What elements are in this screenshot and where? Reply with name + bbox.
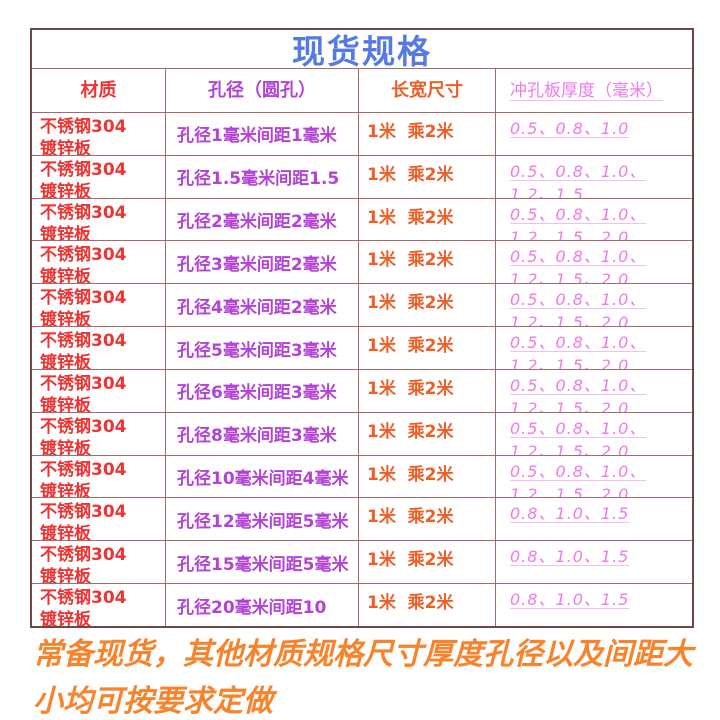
material-cell: 不锈钢304 镀锌板 (32, 368, 165, 412)
thickness-cell: 0.5、0.8、1.0、1.2、1.5、2.0 (495, 197, 692, 241)
material-cell: 不锈钢304 镀锌板 (32, 154, 165, 198)
size-cell: 1米 乘2米 (358, 411, 495, 455)
column-header-hole-diameter: 孔径（圆孔） (165, 68, 358, 112)
thickness-cell: 0.8、1.0、1.5 (495, 583, 692, 626)
size-cell: 1米 乘2米 (358, 240, 495, 284)
size-cell: 1米 乘2米 (358, 540, 495, 584)
size-cell: 1米 乘2米 (358, 197, 495, 241)
material-cell: 不锈钢304 镀锌板 (32, 240, 165, 283)
material-cell: 不锈钢304 镀锌板 (32, 540, 165, 583)
thickness-cell: 0.5、0.8、1.0、1.2、1.5、2.0 (495, 283, 692, 327)
size-cell: 1米 乘2米 (358, 368, 495, 412)
material-cell: 不锈钢304 镀锌板 (32, 112, 165, 155)
custom-order-note: 常备现货，其他材质规格尺寸厚度孔径以及间距大小均可按要求定做 (33, 637, 693, 719)
hole-diameter-cell: 孔径5毫米间距3毫米 (165, 326, 358, 369)
thickness-cell: 0.5、0.8、1.0、1.2、1.5、2.0 (495, 454, 692, 498)
material-cell: 不锈钢304 镀锌板 (32, 197, 165, 240)
thickness-cell: 0.5、0.8、1.0 (495, 112, 692, 155)
thickness-cell: 0.5、0.8、1.0、1.2、1.5、2.0 (495, 411, 692, 455)
hole-diameter-cell: 孔径3毫米间距2毫米 (165, 240, 358, 284)
size-cell: 1米 乘2米 (358, 454, 495, 498)
material-cell: 不锈钢304 镀锌板 (32, 497, 165, 540)
thickness-cell: 0.8、1.0、1.5 (495, 497, 692, 541)
hole-diameter-cell: 孔径15毫米间距5毫米 (165, 540, 358, 584)
hole-diameter-cell: 孔径8毫米间距3毫米 (165, 411, 358, 455)
hole-diameter-cell: 孔径12毫米间距5毫米 (165, 497, 358, 541)
material-cell: 不锈钢304 镀锌板 (32, 326, 165, 369)
thickness-cell: 0.5、0.8、1.0、1.2、1.5 (495, 154, 692, 198)
size-cell: 1米 乘2米 (358, 583, 495, 626)
thickness-cell: 0.5、0.8、1.0、1.2、1.5、2.0 (495, 240, 692, 284)
hole-diameter-cell: 孔径1毫米间距1毫米 (165, 112, 358, 155)
hole-diameter-cell: 孔径2毫米间距2毫米 (165, 197, 358, 241)
thickness-cell: 0.8、1.0、1.5 (495, 540, 692, 584)
hole-diameter-cell: 孔径6毫米间距3毫米 (165, 368, 358, 412)
size-cell: 1米 乘2米 (358, 326, 495, 369)
thickness-cell: 0.5、0.8、1.0、1.2、1.5、2.0 (495, 368, 692, 412)
size-cell: 1米 乘2米 (358, 112, 495, 155)
material-cell: 不锈钢304 镀锌板 (32, 283, 165, 326)
thickness-cell: 0.5、0.8、1.0、1.2、1.5、2.0 (495, 326, 692, 369)
material-cell: 不锈钢304 镀锌板 (32, 411, 165, 455)
column-header-material: 材质 (32, 68, 165, 112)
spec-table: 现货规格 材质 孔径（圆孔） 长宽尺寸 冲孔板厚度（毫米） 不锈钢304 镀锌板… (30, 28, 694, 628)
hole-diameter-cell: 孔径20毫米间距10 (165, 583, 358, 626)
hole-diameter-cell: 孔径4毫米间距2毫米 (165, 283, 358, 327)
material-cell: 不锈钢304 镀锌板 (32, 583, 165, 626)
column-header-thickness: 冲孔板厚度（毫米） (495, 68, 692, 112)
column-header-size: 长宽尺寸 (358, 68, 495, 112)
hole-diameter-cell: 孔径1.5毫米间距1.5 (165, 154, 358, 198)
table-title: 现货规格 (292, 32, 432, 68)
size-cell: 1米 乘2米 (358, 283, 495, 327)
hole-diameter-cell: 孔径10毫米间距4毫米 (165, 454, 358, 498)
size-cell: 1米 乘2米 (358, 497, 495, 541)
size-cell: 1米 乘2米 (358, 154, 495, 198)
material-cell: 不锈钢304 镀锌板 (32, 454, 165, 497)
